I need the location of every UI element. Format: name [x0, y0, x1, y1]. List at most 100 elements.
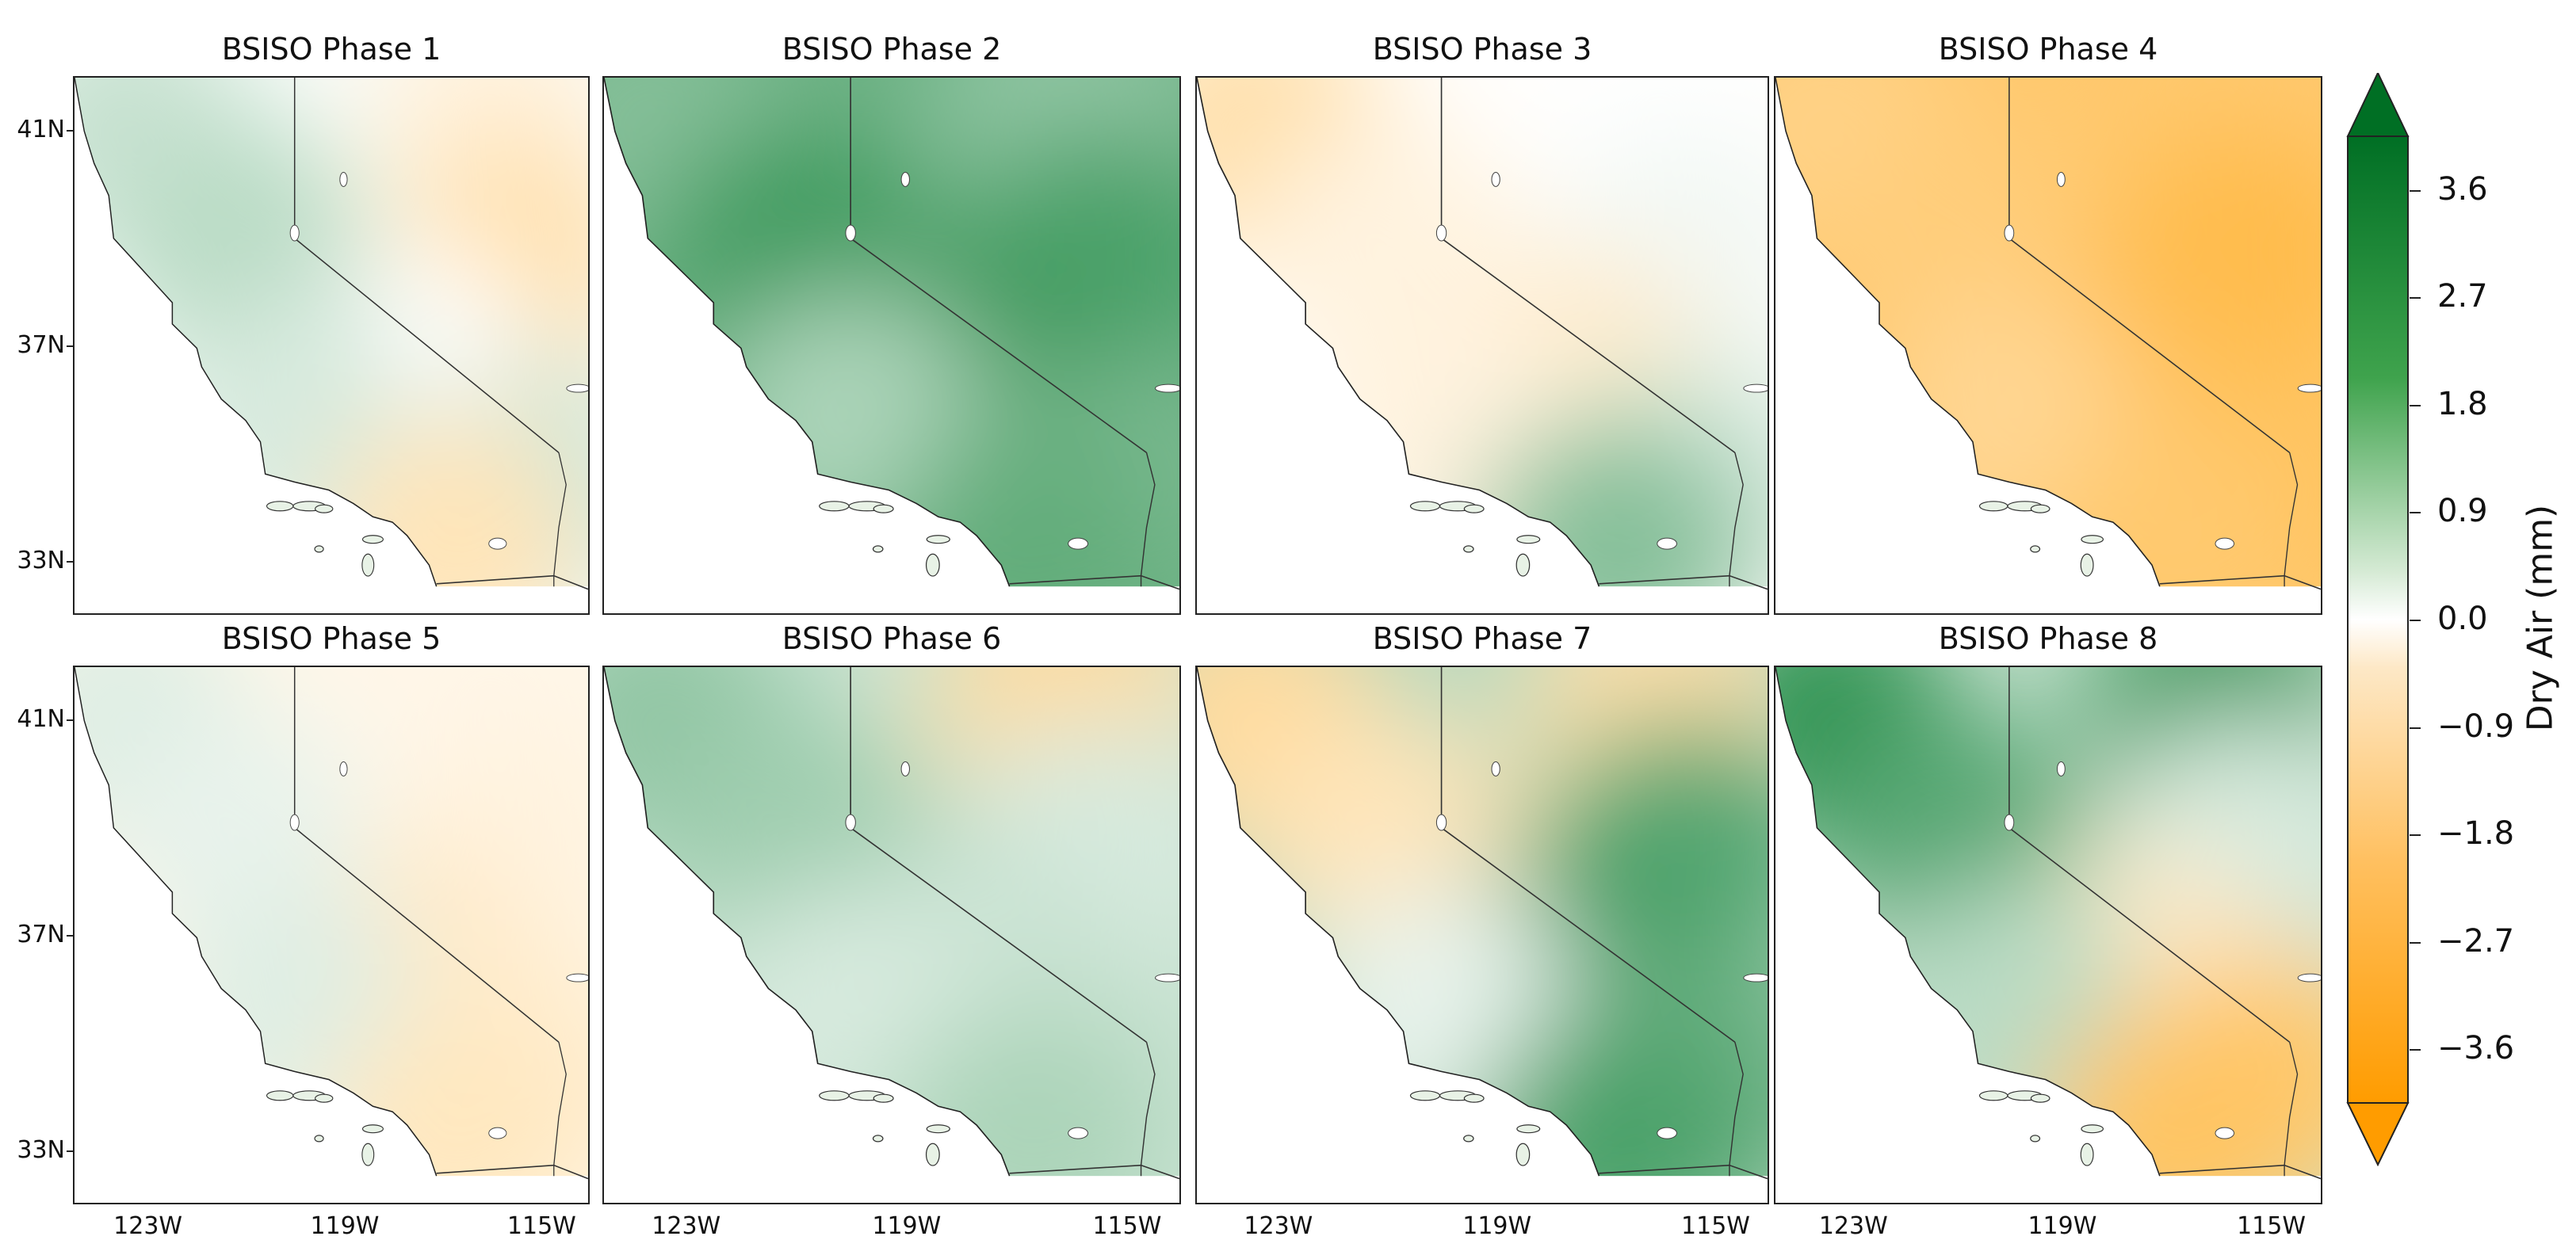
lat-tick — [67, 719, 73, 721]
lake — [289, 814, 300, 831]
lake — [1491, 761, 1500, 776]
coastline — [604, 78, 1011, 587]
island — [1978, 1090, 2008, 1101]
mexico-border — [436, 574, 588, 590]
colorado-river — [1729, 1042, 1744, 1177]
map — [1774, 76, 2322, 615]
island — [315, 1093, 334, 1103]
island — [1409, 501, 1441, 512]
island — [872, 1135, 884, 1143]
map — [602, 76, 1181, 615]
lake — [1743, 383, 1768, 393]
lake — [289, 224, 300, 242]
mexico-border — [1599, 574, 1768, 590]
colorbar-tick — [2410, 941, 2421, 944]
island — [2081, 535, 2104, 544]
lake — [1435, 814, 1447, 831]
lake — [900, 171, 910, 187]
lat-tick-label: 37N — [17, 331, 65, 359]
island — [315, 504, 334, 513]
lon-tick-label: 115W — [1681, 1212, 1750, 1240]
lon-tick-label: 119W — [2028, 1212, 2097, 1240]
panel-title: BSISO Phase 4 — [1938, 32, 2158, 67]
mexico-border — [436, 1164, 588, 1180]
island — [1978, 501, 2008, 512]
lat-tick — [67, 130, 73, 132]
dry-air-field — [75, 78, 588, 587]
mexico-border — [1009, 574, 1179, 590]
lake — [2297, 383, 2321, 393]
lake — [339, 171, 348, 187]
colorado-river — [553, 452, 567, 587]
dry-air-field — [604, 667, 1179, 1177]
colorbar-tick — [2410, 620, 2421, 621]
dry-air-field — [1775, 667, 2321, 1177]
colorbar-label: Dry Air (mm) — [2520, 504, 2561, 732]
lake — [1491, 171, 1500, 187]
panel-title: BSISO Phase 6 — [782, 621, 1002, 656]
colorbar-tick-label: 2.7 — [2437, 278, 2488, 315]
island — [1515, 1143, 1531, 1166]
colorbar-tick — [2410, 189, 2421, 192]
island — [926, 1124, 950, 1134]
island — [925, 1143, 940, 1166]
lat-tick-label: 33N — [17, 1136, 65, 1164]
lake — [1155, 973, 1179, 982]
lake — [845, 814, 856, 831]
lake — [1657, 1127, 1678, 1139]
island — [1516, 1124, 1541, 1134]
island — [873, 504, 894, 513]
coastline — [1775, 667, 2161, 1177]
map — [73, 666, 590, 1204]
island — [2030, 1093, 2050, 1103]
map — [1195, 76, 1769, 615]
lake — [566, 383, 588, 393]
map-panel: BSISO Phase 2 — [602, 32, 1181, 615]
map-panel: BSISO Phase 7 123W 119W 115W — [1195, 621, 1769, 1240]
colorbar-top-extend — [2346, 73, 2410, 137]
anomaly-blob — [2043, 414, 2308, 587]
panel-title: BSISO Phase 2 — [782, 32, 1002, 67]
colorbar-tick-label: −0.9 — [2437, 708, 2515, 745]
colorbar-bottom-extend — [2346, 1102, 2410, 1166]
lake — [2215, 1127, 2235, 1139]
anomaly-blob — [886, 1004, 1166, 1177]
dry-air-field — [604, 78, 1179, 587]
lat-tick-label: 37N — [17, 921, 65, 948]
colorbar-tick-label: 1.8 — [2437, 385, 2488, 422]
anomaly-blob — [326, 1004, 576, 1177]
lon-tick-label: 119W — [1462, 1212, 1532, 1240]
coastline — [75, 667, 438, 1177]
lake — [2004, 224, 2015, 242]
lake — [2215, 537, 2235, 550]
island — [2030, 545, 2041, 553]
lon-tick-label: 115W — [506, 1212, 576, 1240]
coastline — [75, 78, 438, 587]
map — [1774, 666, 2322, 1204]
colorado-river — [2284, 452, 2299, 587]
lake — [2297, 973, 2321, 982]
lake — [1435, 224, 1447, 242]
map-panel: BSISO Phase 8 123W 119W 115W — [1774, 621, 2322, 1240]
coastline — [1775, 78, 2161, 587]
island — [925, 553, 940, 577]
coastline — [604, 667, 1011, 1177]
island — [266, 501, 294, 512]
lat-tick-label: 33N — [17, 547, 65, 574]
island — [2081, 1124, 2104, 1134]
map-panel: BSISO Phase 5 41N 37N 33N 123W 119W 115W — [17, 621, 590, 1240]
colorbar-tick — [2410, 512, 2421, 514]
dry-air-field — [75, 667, 588, 1177]
lake — [566, 973, 588, 982]
lake — [488, 1127, 507, 1139]
lon-tick-label: 115W — [1092, 1212, 1162, 1240]
map — [602, 666, 1181, 1204]
lon-tick-label: 123W — [1244, 1212, 1313, 1240]
lake — [488, 537, 507, 550]
island — [314, 545, 324, 553]
island — [872, 545, 884, 553]
colorbar-tick-label: −2.7 — [2437, 922, 2515, 960]
lake — [845, 224, 856, 242]
island — [2030, 504, 2050, 513]
